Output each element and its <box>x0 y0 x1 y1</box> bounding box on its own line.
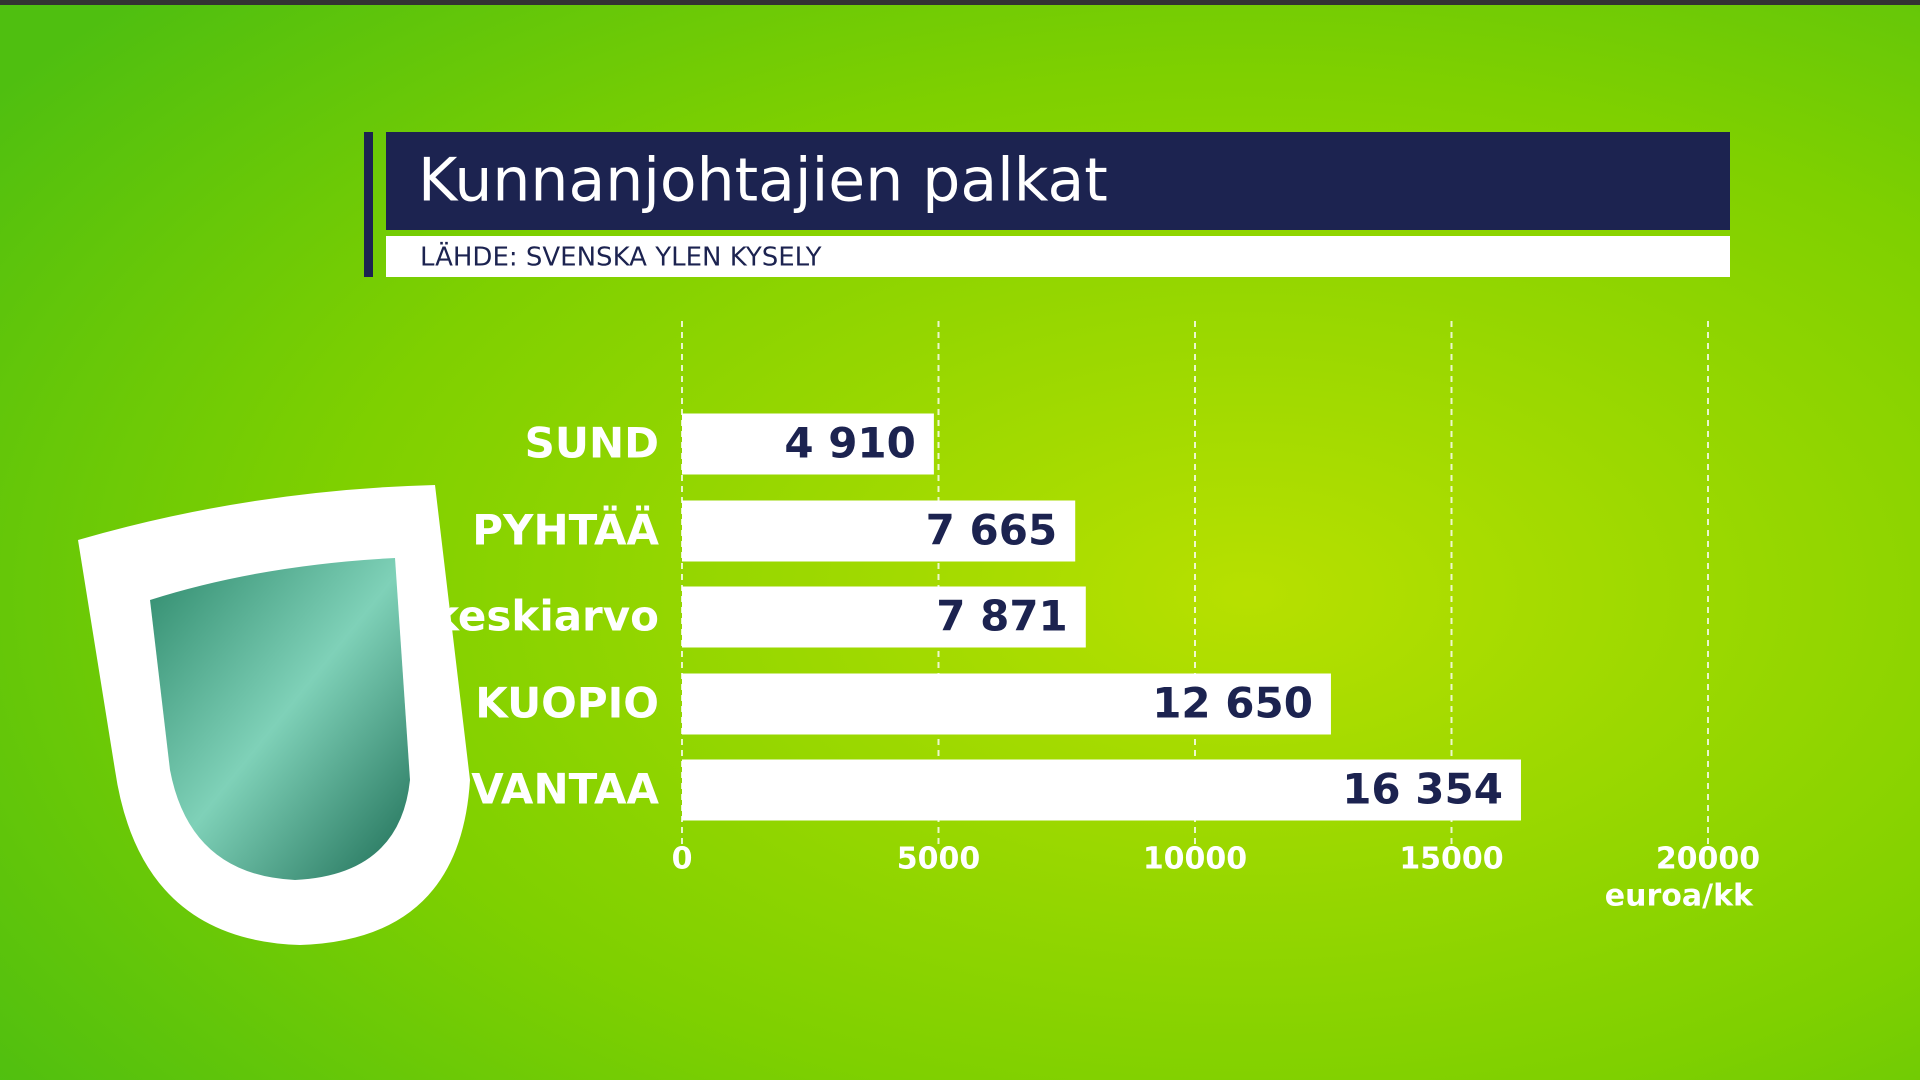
x-tick-label: 10000 <box>1143 842 1247 877</box>
x-tick-label: 5000 <box>897 842 981 877</box>
bar <box>682 673 1331 735</box>
chart-title: Kunnanjohtajien palkat <box>418 146 1108 216</box>
value-label: 12 650 <box>1152 679 1313 728</box>
x-tick-label: 0 <box>672 842 693 877</box>
bar <box>682 586 1086 648</box>
x-tick-label: 15000 <box>1399 842 1503 877</box>
money-image <box>150 558 410 880</box>
title-box <box>386 132 1730 230</box>
top-border <box>0 0 1920 5</box>
category-label: PYHTÄÄ <box>472 505 659 555</box>
value-label: 16 354 <box>1342 765 1503 814</box>
x-tick-label: 20000 <box>1656 842 1760 877</box>
title-stripe <box>364 132 373 277</box>
value-label: 7 665 <box>926 506 1058 555</box>
x-axis-label: euroa/kk <box>1605 879 1754 914</box>
category-label: KUOPIO <box>475 679 659 728</box>
bar <box>682 759 1521 821</box>
bar <box>682 413 934 475</box>
chart-subtitle: LÄHDE: SVENSKA YLEN KYSELY <box>420 241 822 273</box>
value-label: 7 871 <box>936 592 1068 641</box>
bar <box>682 500 1076 562</box>
subtitle-box <box>386 236 1730 277</box>
value-label: 4 910 <box>784 419 916 468</box>
category-label: VANTAA <box>471 765 659 814</box>
category-label: SUND <box>525 419 659 468</box>
category-label: keskiarvo <box>431 592 659 641</box>
